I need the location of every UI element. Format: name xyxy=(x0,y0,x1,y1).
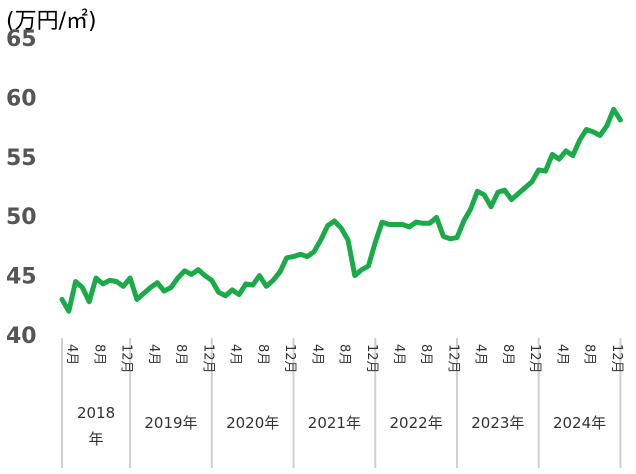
x-tick-label: 8月 xyxy=(91,344,106,365)
x-tick-label: 12月 xyxy=(282,344,297,374)
x-tick-label: 8月 xyxy=(337,344,352,365)
x-tick-label: 12月 xyxy=(119,344,134,374)
year-label: 2019年 xyxy=(144,414,197,432)
x-axis-separators xyxy=(61,338,622,468)
x-tick-label: 8月 xyxy=(255,344,270,365)
y-axis-ticks: 40 45 50 55 60 65 xyxy=(6,27,37,349)
year-label: 2022年 xyxy=(390,414,443,432)
x-tick-label: 12月 xyxy=(364,344,379,374)
y-axis-unit-label: (万円/㎡) xyxy=(6,8,97,34)
y-tick-label: 40 xyxy=(6,324,37,349)
x-tick-label: 4月 xyxy=(391,344,406,365)
year-label: 2018 年 xyxy=(77,404,115,448)
x-tick-label: 4月 xyxy=(228,344,243,365)
y-tick-label: 45 xyxy=(6,265,37,290)
x-tick-label: 12月 xyxy=(527,344,542,374)
y-tick-label: 65 xyxy=(6,27,37,52)
x-tick-label: 8月 xyxy=(582,344,597,365)
year-label: 2023年 xyxy=(471,414,524,432)
x-tick-label: 4月 xyxy=(309,344,324,365)
x-tick-label: 12月 xyxy=(445,344,460,374)
year-label: 2021年 xyxy=(308,414,361,432)
x-axis-year-labels: 2018 年 2019年 2020年 2021年 2022年 2023年 2024年 xyxy=(77,404,606,448)
x-tick-label: 12月 xyxy=(609,344,624,374)
x-tick-label: 4月 xyxy=(64,344,79,365)
x-tick-label: 4月 xyxy=(473,344,488,365)
year-label: 2024年 xyxy=(553,414,606,432)
y-tick-label: 60 xyxy=(6,86,37,111)
x-tick-label: 8月 xyxy=(500,344,515,365)
x-tick-label: 12月 xyxy=(200,344,215,374)
series-line xyxy=(59,106,623,314)
x-tick-label: 8月 xyxy=(418,344,433,365)
y-tick-label: 50 xyxy=(6,205,37,230)
x-tick-label: 4月 xyxy=(146,344,161,365)
x-tick-label: 4月 xyxy=(554,344,569,365)
x-axis-month-ticks: 4月 8月 12月 4月 8月 12月 4月 8月 12月 4月 8月 12月 4月 8月 12月 4月 8月 1… xyxy=(64,344,624,374)
year-label: 2020年 xyxy=(226,414,279,432)
x-tick-label: 8月 xyxy=(173,344,188,365)
y-tick-label: 55 xyxy=(6,146,37,171)
